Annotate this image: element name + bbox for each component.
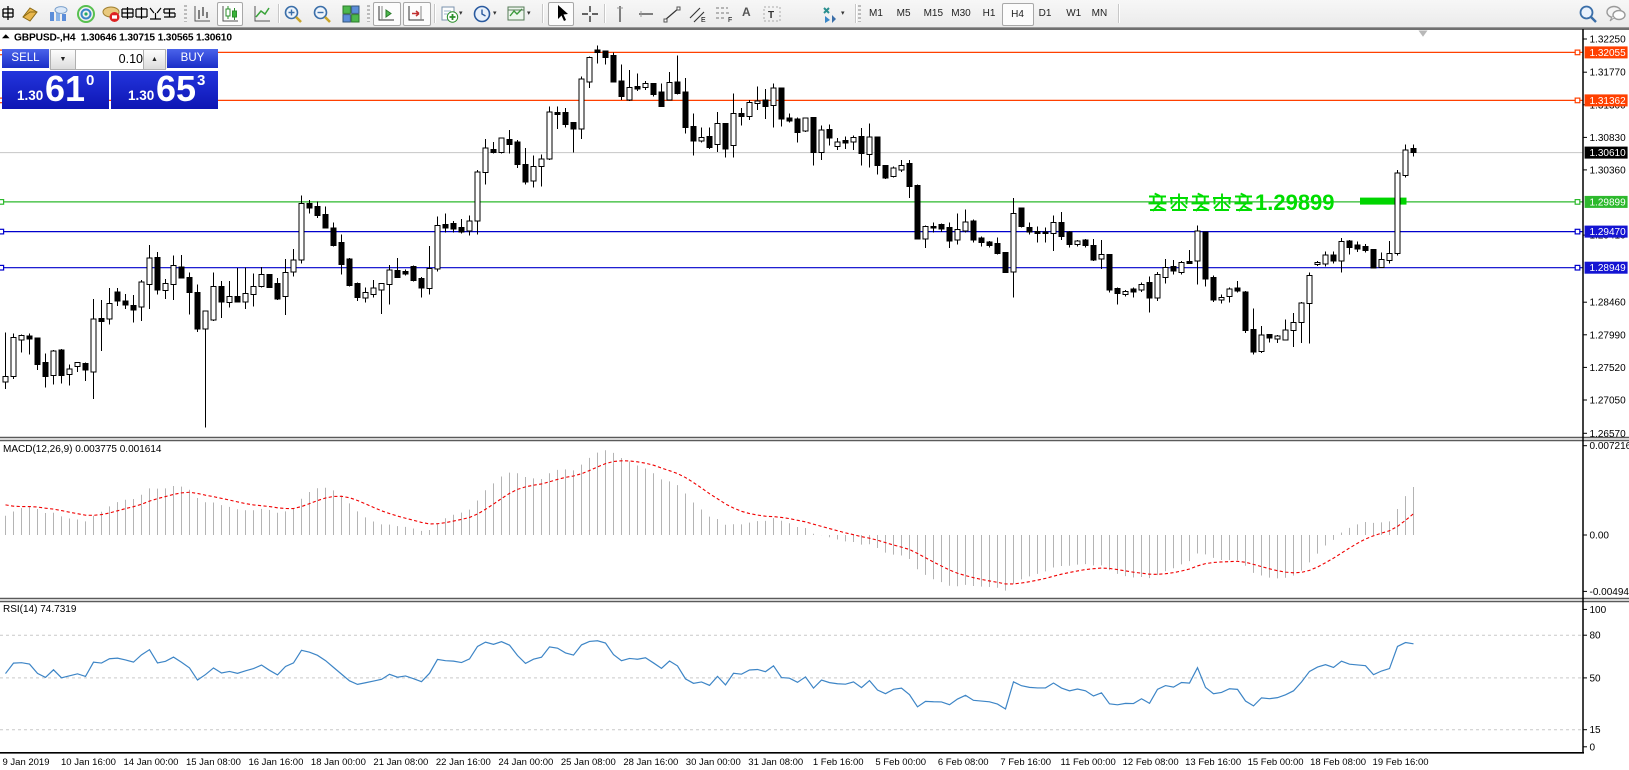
svg-text:MACD(12,26,9) 0.003775 0.00161: MACD(12,26,9) 0.003775 0.001614 (3, 444, 162, 455)
svg-text:16 Jan 16:00: 16 Jan 16:00 (248, 757, 303, 768)
svg-text:21 Jan 08:00: 21 Jan 08:00 (373, 757, 428, 768)
svg-text:0.00: 0.00 (1590, 531, 1610, 542)
svg-text:18 Feb 08:00: 18 Feb 08:00 (1310, 757, 1366, 768)
svg-text:GBPUSD-,H4 1.30646 1.30715 1.: GBPUSD-,H4 1.30646 1.30715 1.30565 1.306… (14, 33, 232, 44)
svg-text:30 Jan 00:00: 30 Jan 00:00 (686, 757, 741, 768)
svg-text:25 Jan 08:00: 25 Jan 08:00 (561, 757, 616, 768)
svg-text:1.29899: 1.29899 (1590, 197, 1627, 208)
svg-text:1.29899: 1.29899 (1255, 190, 1335, 215)
svg-text:6 Feb 08:00: 6 Feb 08:00 (938, 757, 989, 768)
svg-text:1 Feb 16:00: 1 Feb 16:00 (813, 757, 864, 768)
svg-text:F: F (728, 17, 732, 24)
svg-text:1.30610: 1.30610 (1590, 148, 1627, 159)
svg-text:1.26570: 1.26570 (1590, 429, 1627, 440)
svg-text:T: T (768, 10, 774, 21)
svg-text:10 Jan 16:00: 10 Jan 16:00 (61, 757, 116, 768)
svg-text:9 Jan 2019: 9 Jan 2019 (2, 757, 49, 768)
svg-text:18 Jan 00:00: 18 Jan 00:00 (311, 757, 366, 768)
svg-text:80: 80 (1590, 631, 1602, 642)
svg-text:1.27520: 1.27520 (1590, 363, 1627, 374)
svg-text:13 Feb 16:00: 13 Feb 16:00 (1185, 757, 1241, 768)
svg-text:15: 15 (1590, 725, 1602, 736)
svg-text:15 Feb 00:00: 15 Feb 00:00 (1248, 757, 1304, 768)
svg-text:1.32250: 1.32250 (1590, 35, 1627, 46)
svg-text:11 Feb 00:00: 11 Feb 00:00 (1061, 757, 1116, 768)
svg-text:14 Jan 00:00: 14 Jan 00:00 (123, 757, 178, 768)
svg-text:31 Jan 08:00: 31 Jan 08:00 (748, 757, 803, 768)
svg-text:15 Jan 08:00: 15 Jan 08:00 (186, 757, 241, 768)
svg-text:-0.004943: -0.004943 (1590, 587, 1629, 598)
svg-text:100: 100 (1590, 605, 1607, 616)
svg-text:1.28949: 1.28949 (1590, 263, 1627, 274)
svg-text:24 Jan 00:00: 24 Jan 00:00 (498, 757, 553, 768)
svg-text:1.30360: 1.30360 (1590, 165, 1627, 176)
svg-text:1.32055: 1.32055 (1590, 48, 1627, 59)
svg-text:28 Jan 16:00: 28 Jan 16:00 (623, 757, 678, 768)
svg-text:1.29470: 1.29470 (1590, 227, 1627, 238)
svg-text:E: E (701, 17, 706, 24)
svg-text:1.28460: 1.28460 (1590, 298, 1627, 309)
svg-text:1.31362: 1.31362 (1590, 96, 1627, 107)
svg-text:5 Feb 00:00: 5 Feb 00:00 (875, 757, 926, 768)
svg-text:0.007216: 0.007216 (1590, 441, 1629, 452)
svg-text:1.27050: 1.27050 (1590, 396, 1627, 407)
svg-text:22 Jan 16:00: 22 Jan 16:00 (436, 757, 491, 768)
svg-text:50: 50 (1590, 673, 1602, 684)
svg-text:RSI(14) 74.7319: RSI(14) 74.7319 (3, 604, 77, 615)
svg-text:0: 0 (1590, 742, 1596, 753)
svg-text:12 Feb 08:00: 12 Feb 08:00 (1123, 757, 1179, 768)
svg-text:1.27990: 1.27990 (1590, 330, 1627, 341)
svg-text:1.30830: 1.30830 (1590, 133, 1627, 144)
svg-text:7 Feb 16:00: 7 Feb 16:00 (1000, 757, 1051, 768)
svg-text:1.31770: 1.31770 (1590, 68, 1627, 79)
svg-text:19 Feb 16:00: 19 Feb 16:00 (1373, 757, 1429, 768)
